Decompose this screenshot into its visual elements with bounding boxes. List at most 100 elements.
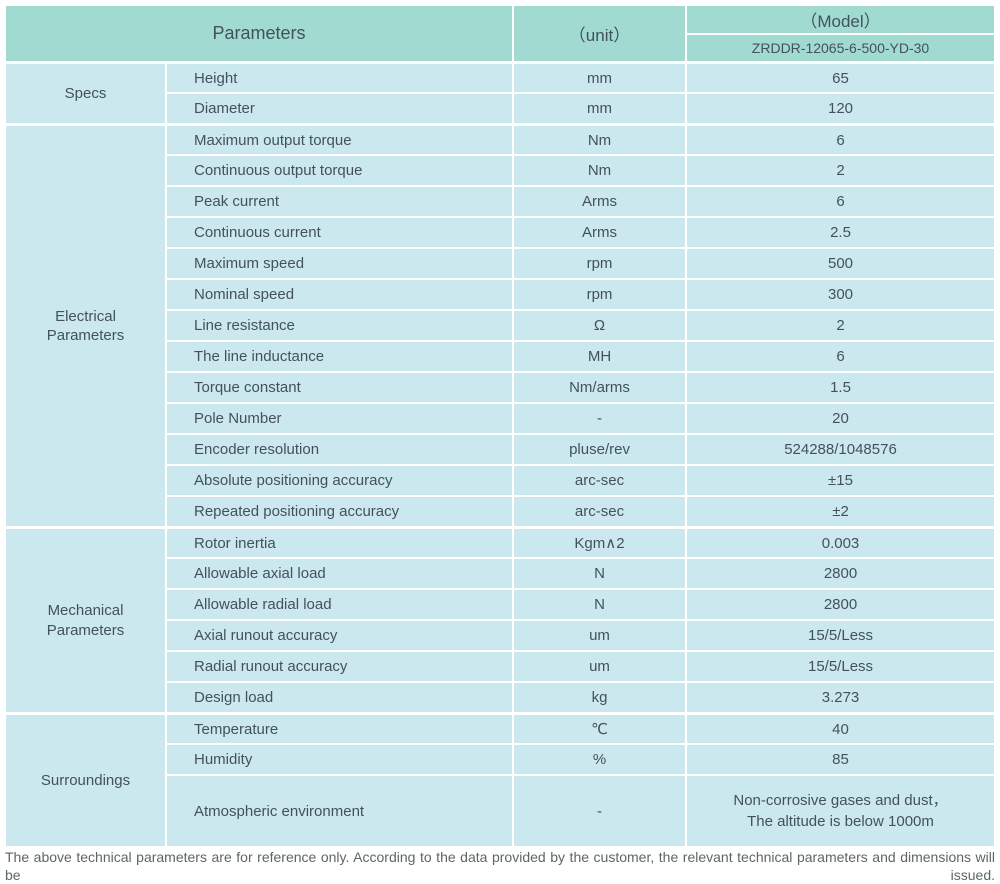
table-row: Torque constant Nm/arms 1.5 — [6, 373, 994, 402]
table-row: Humidity% 85 — [6, 745, 994, 774]
value-cell: 2 — [687, 311, 994, 340]
unit-cell: Nm — [514, 125, 686, 154]
table-row: The line inductance MH 6 — [6, 342, 994, 371]
unit-cell: - — [514, 776, 686, 846]
param-name-cell: Atmospheric environment — [167, 776, 513, 846]
param-name-cell: Torque constant — [167, 373, 513, 402]
value-cell: Non-corrosive gases and dust， The altitu… — [687, 776, 994, 846]
unit-cell: kg — [514, 683, 686, 712]
value-cell: 500 — [687, 249, 994, 278]
unit-cell: um — [514, 652, 686, 681]
unit-cell: % — [514, 745, 686, 774]
value-cell: 2800 — [687, 590, 994, 619]
unit-cell: mm — [514, 63, 686, 92]
table-row: Atmospheric environment - Non-corrosive ga… — [6, 776, 994, 846]
unit-cell: Nm/arms — [514, 373, 686, 402]
unit-cell: Ω — [514, 311, 686, 340]
table-row: Continuous output torque Nm 2 — [6, 156, 994, 185]
unit-cell: mm — [514, 94, 686, 123]
param-name-cell: Encoder resolution — [167, 435, 513, 464]
value-cell: 120 — [687, 94, 994, 123]
table-row: Mechanical Parameters Rotor inertia Kgm∧2 0… — [6, 528, 994, 712]
unit-cell: Arms — [514, 187, 686, 216]
param-name-cell: Allowable axial load — [167, 559, 513, 588]
table-row: Nominal speed rpm 300 — [6, 280, 994, 309]
table-row: Radial runout accuracy um 15/5/Less — [6, 652, 994, 681]
value-cell: 1.5 — [687, 373, 994, 402]
param-name-cell: Line resistance — [167, 311, 513, 340]
section-label-specs: Specs — [6, 63, 165, 123]
param-name-cell: The line inductance — [167, 342, 513, 371]
param-name-cell: Allowable radial load — [167, 590, 513, 619]
table-body: Specs Height mm 65 Diameter mm 120 Electrical P… — [6, 63, 994, 846]
section-label-electrical-parameters: Electrical Parameters — [6, 125, 165, 526]
param-name-cell: Design load — [167, 683, 513, 712]
value-cell: 524288/1048576 — [687, 435, 994, 464]
value-cell: 300 — [687, 280, 994, 309]
table-row: Pole Number -20 — [6, 404, 994, 433]
table-row: Specs Height mm 65 — [6, 63, 994, 123]
param-name-cell: Diameter — [167, 94, 513, 123]
unit-cell: ℃ — [514, 714, 686, 743]
table-row: Electrical Parameters Maximum output torq… — [6, 125, 994, 526]
value-cell: 15/5/Less — [687, 652, 994, 681]
param-name-cell: Peak current — [167, 187, 513, 216]
unit-cell: arc-sec — [514, 466, 686, 495]
unit-cell: N — [514, 590, 686, 619]
param-name-cell: Temperature — [167, 714, 513, 743]
table-row: Surroundings Temperature ℃ 40 — [6, 714, 994, 846]
table-header: Parameters （unit） （Model） ZRDDR-12065-6-… — [6, 6, 994, 61]
value-cell: 15/5/Less — [687, 621, 994, 650]
value-cell: 3.273 — [687, 683, 994, 712]
value-cell: 65 — [687, 63, 994, 92]
param-name-cell: Radial runout accuracy — [167, 652, 513, 681]
table-row: Maximum speed rpm 500 — [6, 249, 994, 278]
unit-cell: rpm — [514, 249, 686, 278]
param-name-cell: Continuous output torque — [167, 156, 513, 185]
value-cell: 6 — [687, 342, 994, 371]
value-cell: 2800 — [687, 559, 994, 588]
table-row: Design load kg 3.273 — [6, 683, 994, 712]
value-cell: 6 — [687, 187, 994, 216]
value-cell: 2 — [687, 156, 994, 185]
param-name-cell: Maximum speed — [167, 249, 513, 278]
table-row: Line resistance Ω 2 — [6, 311, 994, 340]
unit-cell: pluse/rev — [514, 435, 686, 464]
table-row: Allowable axial load N 2800 — [6, 559, 994, 588]
param-name-cell: Absolute positioning accuracy — [167, 466, 513, 495]
model-column-header: （Model） — [687, 6, 994, 33]
table-row: Diameter mm 120 — [6, 94, 994, 123]
model-number: ZRDDR-12065-6-500-YD-30 — [687, 35, 994, 61]
param-name-cell: Axial runout accuracy — [167, 621, 513, 650]
value-cell: 6 — [687, 125, 994, 154]
unit-column-header: （unit） — [514, 6, 686, 61]
value-cell: 0.003 — [687, 528, 994, 557]
table-row: Repeated positioning accuracy arc-sec ±2 — [6, 497, 994, 526]
section-label-mechanical-parameters: Mechanical Parameters — [6, 528, 165, 712]
table-row: Axial runout accuracy um 15/5/Less — [6, 621, 994, 650]
unit-cell: arc-sec — [514, 497, 686, 526]
param-name-cell: Humidity — [167, 745, 513, 774]
value-cell: ±15 — [687, 466, 994, 495]
unit-cell: N — [514, 559, 686, 588]
table-row: Allowable radial load N 2800 — [6, 590, 994, 619]
value-cell: 20 — [687, 404, 994, 433]
table-row: Peak current Arms 6 — [6, 187, 994, 216]
section-label-surroundings: Surroundings — [6, 714, 165, 846]
param-name-cell: Continuous current — [167, 218, 513, 247]
param-name-cell: Height — [167, 63, 513, 92]
value-cell: 40 — [687, 714, 994, 743]
param-name-cell: Rotor inertia — [167, 528, 513, 557]
unit-cell: - — [514, 404, 686, 433]
param-name-cell: Maximum output torque — [167, 125, 513, 154]
parameters-column-header: Parameters — [6, 6, 513, 61]
value-cell: 2.5 — [687, 218, 994, 247]
unit-cell: Arms — [514, 218, 686, 247]
table-row: Continuous current Arms 2.5 — [6, 218, 994, 247]
parameters-table: Parameters （unit） （Model） ZRDDR-12065-6-… — [4, 4, 996, 848]
param-name-cell: Nominal speed — [167, 280, 513, 309]
param-name-cell: Repeated positioning accuracy — [167, 497, 513, 526]
unit-cell: Kgm∧2 — [514, 528, 686, 557]
value-cell: 85 — [687, 745, 994, 774]
